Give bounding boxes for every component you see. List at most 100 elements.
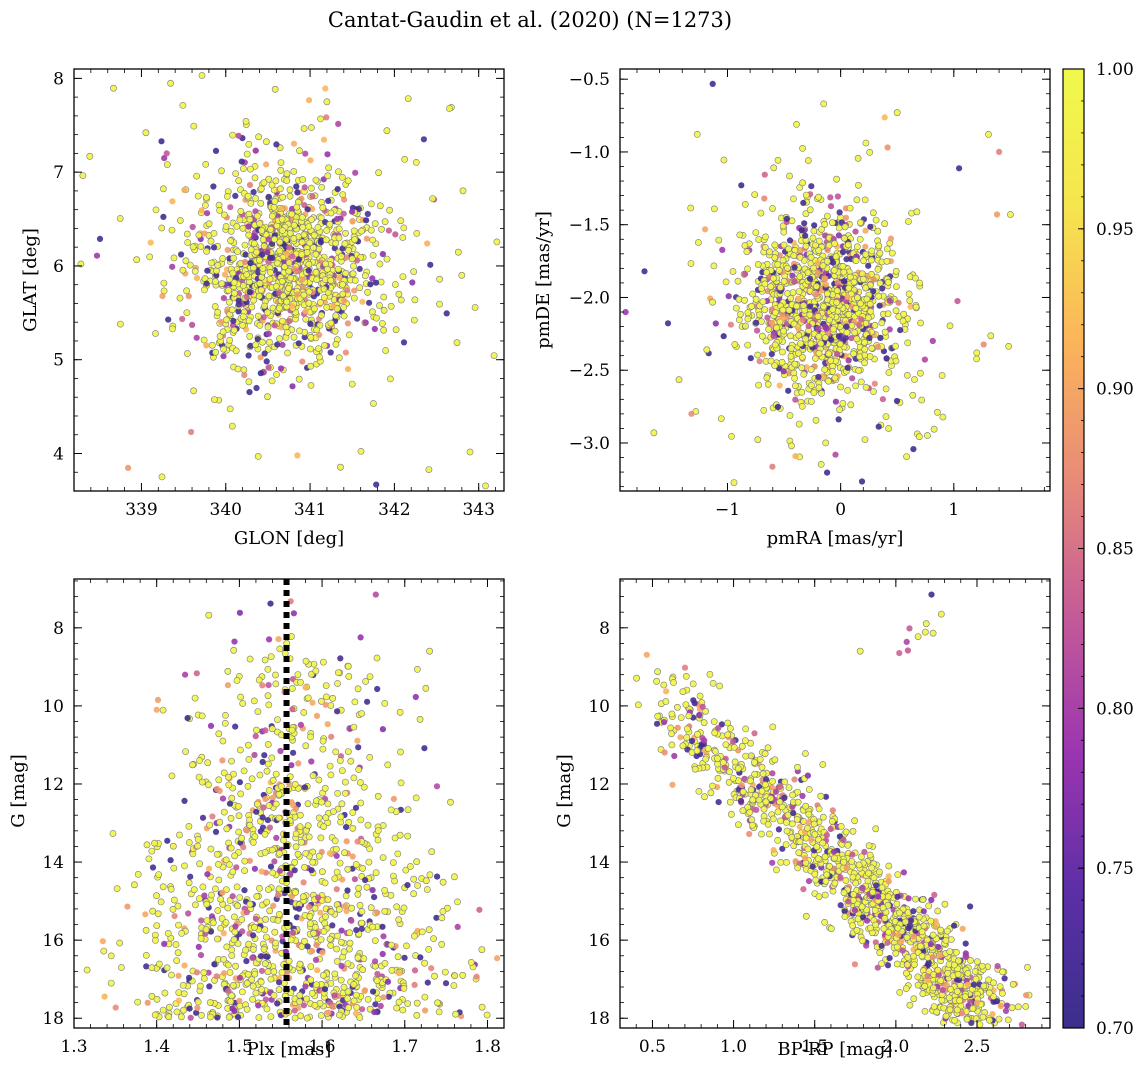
scatter-point <box>371 1009 378 1016</box>
scatter-point <box>812 876 820 884</box>
scatter-point <box>912 303 920 311</box>
scatter-point <box>203 280 210 287</box>
scatter-point <box>143 841 151 849</box>
scatter-point <box>372 869 380 876</box>
scatter-point <box>471 304 479 311</box>
scatter-point <box>858 316 865 323</box>
scatter-point <box>311 904 319 912</box>
scatter-point <box>321 784 329 792</box>
scatter-point <box>307 976 315 984</box>
scatter-point <box>256 280 264 287</box>
scatter-point <box>220 808 228 816</box>
scatter-point <box>379 726 386 733</box>
scatter-point <box>400 339 408 346</box>
scatter-point <box>211 303 219 310</box>
scatter-point <box>841 234 848 242</box>
scatter-point <box>194 192 202 200</box>
scatter-point <box>265 193 272 201</box>
scatter-point <box>411 981 418 989</box>
scatter-point <box>222 223 230 230</box>
scatter-point <box>294 850 302 858</box>
scatter-point <box>764 380 772 388</box>
scatter-point <box>260 179 268 187</box>
scatter-point <box>404 1000 412 1007</box>
scatter-point <box>757 209 765 217</box>
scatter-point <box>871 907 879 914</box>
color-magnitude-points <box>633 591 1033 1028</box>
scatter-point <box>264 692 272 700</box>
scatter-point <box>300 709 308 716</box>
scatter-point <box>218 280 226 287</box>
scatter-point <box>341 903 349 910</box>
scatter-point <box>412 794 420 802</box>
scatter-point <box>134 871 142 878</box>
scatter-point <box>256 885 263 892</box>
x-tick-label: 1 <box>948 500 959 520</box>
scatter-point <box>152 206 160 214</box>
scatter-point <box>290 168 298 175</box>
scatter-point <box>265 175 273 183</box>
scatter-point <box>325 197 332 204</box>
scatter-point <box>245 317 253 325</box>
scatter-point <box>341 240 349 248</box>
scatter-point <box>834 193 842 200</box>
scatter-point <box>827 194 834 201</box>
scatter-point <box>919 990 927 998</box>
scatter-point <box>269 869 277 877</box>
scatter-point <box>436 300 443 308</box>
scatter-point <box>203 247 210 255</box>
scatter-point <box>439 908 447 915</box>
scatter-point <box>770 164 778 172</box>
scatter-point <box>83 966 91 974</box>
scatter-point <box>820 303 827 310</box>
scatter-point <box>101 993 108 1000</box>
scatter-point <box>302 850 310 857</box>
scatter-point <box>806 275 814 282</box>
scatter-point <box>253 384 260 392</box>
scatter-point <box>807 253 815 261</box>
scatter-point <box>267 600 274 607</box>
scatter-point <box>249 954 256 962</box>
scatter-point <box>195 231 203 239</box>
scatter-point <box>845 357 852 364</box>
scatter-point <box>263 1005 271 1013</box>
scatter-point <box>332 340 340 348</box>
scatter-point <box>93 252 101 259</box>
scatter-point <box>385 227 392 234</box>
scatter-point <box>205 611 213 619</box>
scatter-point <box>312 250 320 258</box>
scatter-point <box>352 804 360 811</box>
scatter-point <box>339 280 346 288</box>
scatter-point <box>316 299 324 306</box>
scatter-point <box>400 224 408 232</box>
scatter-point <box>763 268 770 276</box>
scatter-point <box>813 282 820 290</box>
scatter-point <box>387 941 395 949</box>
scatter-point <box>307 362 314 370</box>
scatter-point <box>856 235 864 243</box>
scatter-point <box>290 333 298 341</box>
scatter-point <box>848 321 856 329</box>
scatter-point <box>354 838 361 845</box>
scatter-point <box>230 936 238 944</box>
scatter-point <box>260 242 268 250</box>
scatter-point <box>327 209 335 217</box>
scatter-point <box>376 302 383 309</box>
scatter-point <box>172 941 180 948</box>
scatter-point <box>237 207 245 215</box>
scatter-point <box>317 214 325 222</box>
scatter-point <box>222 919 230 926</box>
scatter-point <box>836 340 844 348</box>
scatter-point <box>213 935 221 943</box>
scatter-point <box>433 783 441 790</box>
y-tick-label: −2.5 <box>569 361 610 381</box>
scatter-point <box>327 908 335 916</box>
scatter-point <box>295 340 302 347</box>
scatter-point <box>288 685 296 692</box>
scatter-point <box>683 725 691 733</box>
scatter-point <box>264 968 272 976</box>
scatter-point <box>324 721 331 728</box>
scatter-point <box>752 229 760 236</box>
scatter-point <box>876 279 884 287</box>
scatter-point <box>198 207 205 214</box>
